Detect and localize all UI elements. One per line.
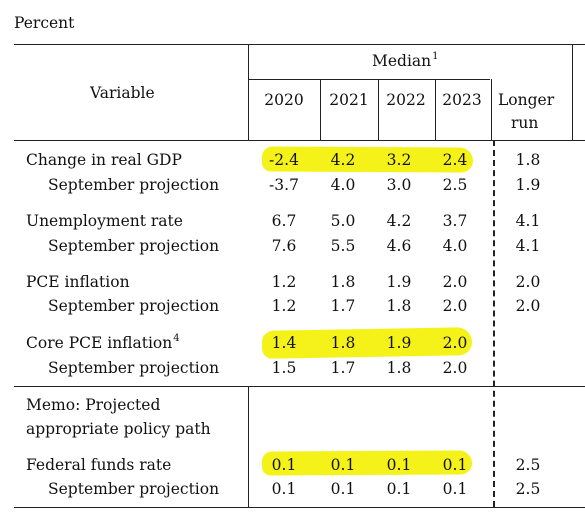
year-2022-header: 2022 — [386, 91, 426, 109]
vrule-right — [572, 44, 573, 140]
table-cell: 0.1 — [271, 456, 297, 474]
row-label: September projection — [48, 359, 220, 377]
vrule-2023 — [435, 79, 436, 140]
row-label: PCE inflation — [26, 273, 130, 291]
table-cell: 3.0 — [386, 176, 412, 194]
table-cell: 3.7 — [442, 212, 468, 230]
table-cell: 1.9 — [515, 176, 541, 194]
table-cell: 1.8 — [515, 151, 541, 169]
table-cell: 5.5 — [330, 237, 356, 255]
table-cell: 7.6 — [271, 237, 297, 255]
table-cell: 4.2 — [386, 212, 412, 230]
row-label: Core PCE inflation4 — [26, 333, 180, 352]
table-cell: 1.8 — [386, 359, 412, 377]
table-cell: 1.5 — [271, 359, 297, 377]
longer-run-dashed-divider — [493, 140, 495, 507]
table-cell: 2.0 — [442, 297, 468, 315]
row-label: September projection — [48, 297, 220, 315]
table-cell: 6.7 — [271, 212, 297, 230]
table-cell: 0.1 — [386, 480, 412, 498]
table-cell: 1.2 — [271, 297, 297, 315]
median-underline — [248, 79, 490, 80]
table-cell: 2.0 — [515, 273, 541, 291]
year-2020-header: 2020 — [264, 91, 304, 109]
table-cell: 2.0 — [515, 297, 541, 315]
vrule-2022 — [378, 79, 379, 140]
memo-rule — [14, 386, 585, 387]
table-cell: 3.2 — [386, 151, 412, 169]
longer-run-header-1: Longer — [498, 91, 555, 109]
row-label: September projection — [48, 480, 220, 498]
longer-run-header-2: run — [511, 114, 539, 132]
year-2021-header: 2021 — [329, 91, 369, 109]
table-cell: 2.5 — [442, 176, 468, 194]
table-cell: 1.4 — [271, 334, 297, 352]
table-cell: 1.8 — [386, 297, 412, 315]
vrule-longer — [491, 79, 492, 140]
table-cell: 1.9 — [386, 334, 412, 352]
row-label: Unemployment rate — [26, 212, 183, 230]
table-cell: -2.4 — [269, 151, 299, 169]
table-cell: 0.1 — [271, 480, 297, 498]
table-cell: 4.1 — [515, 212, 541, 230]
table-cell: 4.6 — [386, 237, 412, 255]
median-header: Median1 — [372, 51, 439, 70]
row-label: Federal funds rate — [26, 456, 172, 474]
table-cell: 4.0 — [330, 176, 356, 194]
table-cell: 4.0 — [442, 237, 468, 255]
table-cell: -3.7 — [269, 176, 299, 194]
table-cell: 1.7 — [330, 359, 356, 377]
table-cell: 1.8 — [330, 334, 356, 352]
table-cell: 0.1 — [442, 456, 468, 474]
variable-header: Variable — [90, 84, 155, 102]
table-cell: 1.2 — [271, 273, 297, 291]
table-cell: 4.2 — [330, 151, 356, 169]
row-label: Change in real GDP — [26, 151, 182, 169]
table-cell: 0.1 — [442, 480, 468, 498]
row-label: September projection — [48, 176, 220, 194]
row-label: September projection — [48, 237, 220, 255]
table-cell: 0.1 — [330, 480, 356, 498]
top-rule — [14, 44, 585, 45]
bottom-rule — [14, 507, 585, 508]
table-cell: 0.1 — [330, 456, 356, 474]
table-cell: 1.7 — [330, 297, 356, 315]
memo-label: Memo: Projected — [26, 396, 161, 414]
table-cell: 2.5 — [515, 456, 541, 474]
table-cell: 2.4 — [442, 151, 468, 169]
table-cell: 2.5 — [515, 480, 541, 498]
year-2023-header: 2023 — [442, 91, 482, 109]
unit-label: Percent — [14, 14, 75, 32]
table-cell: 4.1 — [515, 237, 541, 255]
table-cell: 2.0 — [442, 334, 468, 352]
header-rule — [14, 140, 585, 141]
vrule-2021 — [320, 79, 321, 140]
memo-label: appropriate policy path — [26, 420, 211, 438]
table-cell: 5.0 — [330, 212, 356, 230]
table-cell: 1.9 — [386, 273, 412, 291]
table-cell: 0.1 — [386, 456, 412, 474]
vrule-variable — [248, 44, 249, 140]
table-cell: 1.8 — [330, 273, 356, 291]
table-cell: 2.0 — [442, 359, 468, 377]
table-cell: 2.0 — [442, 273, 468, 291]
vrule-memo — [248, 386, 249, 507]
